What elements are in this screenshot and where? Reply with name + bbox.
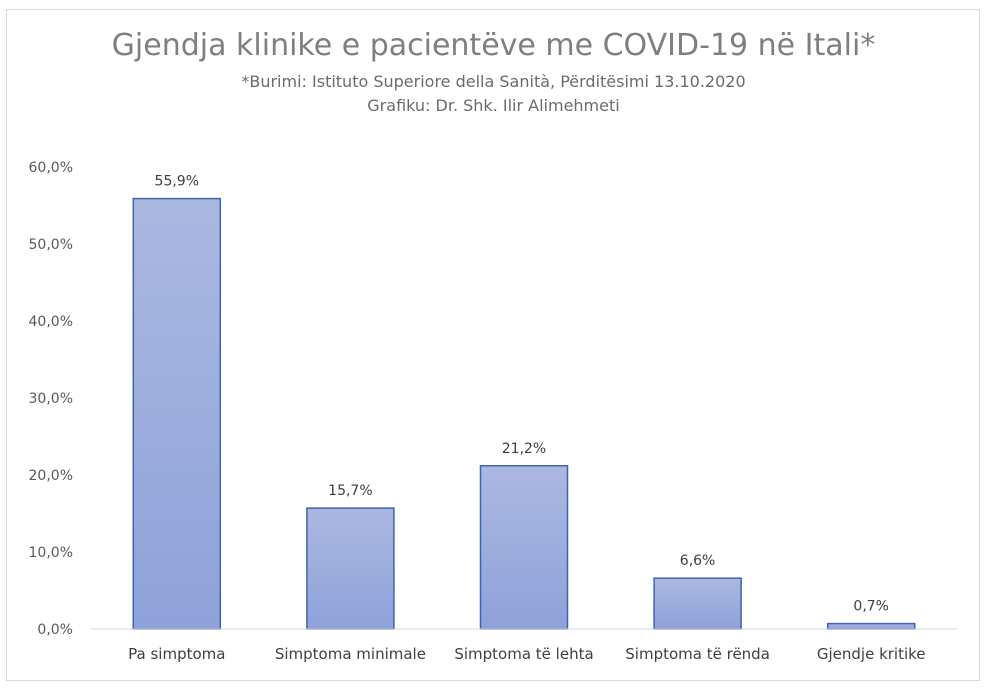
data-label: 0,7% bbox=[853, 599, 889, 615]
bars bbox=[132, 197, 916, 630]
category-label: Pa simptoma bbox=[128, 645, 225, 663]
data-label: 15,7% bbox=[328, 483, 372, 499]
category-label: Simptoma të rënda bbox=[625, 645, 770, 663]
data-label: 55,9% bbox=[155, 174, 199, 190]
y-tick-label: 30,0% bbox=[29, 391, 73, 407]
bar bbox=[826, 622, 916, 630]
bar bbox=[306, 507, 395, 630]
category-label: Simptoma minimale bbox=[275, 645, 426, 663]
y-tick-label: 50,0% bbox=[29, 237, 73, 253]
category-labels: Pa simptoma Simptoma minimale Simptoma të … bbox=[128, 645, 925, 663]
chart-subtitle-author: Grafiku: Dr. Shk. Ilir Alimehmeti bbox=[367, 96, 620, 115]
y-tick-label: 40,0% bbox=[29, 314, 73, 330]
category-label: Simptoma të lehta bbox=[454, 645, 593, 663]
y-tick-label: 10,0% bbox=[29, 545, 73, 561]
chart-title: Gjendja klinike e pacientëve me COVID-19… bbox=[111, 28, 876, 63]
data-labels: 55,9% 15,7% 21,2% 6,6% 0,7% bbox=[155, 174, 889, 615]
y-tick-label: 60,0% bbox=[29, 160, 73, 176]
category-label: Gjendje kritike bbox=[817, 645, 926, 663]
chart-subtitle-source: *Burimi: Istituto Superiore della Sanità… bbox=[241, 72, 746, 91]
bar bbox=[653, 577, 742, 630]
bar bbox=[479, 465, 569, 630]
y-tick-label: 20,0% bbox=[29, 468, 73, 484]
bar bbox=[132, 197, 222, 630]
y-tick-label: 0,0% bbox=[37, 622, 73, 638]
y-axis-ticks: 0,0% 10,0% 20,0% 30,0% 40,0% 50,0% 60,0% bbox=[29, 160, 73, 638]
data-label: 21,2% bbox=[502, 441, 546, 457]
data-label: 6,6% bbox=[680, 553, 716, 569]
